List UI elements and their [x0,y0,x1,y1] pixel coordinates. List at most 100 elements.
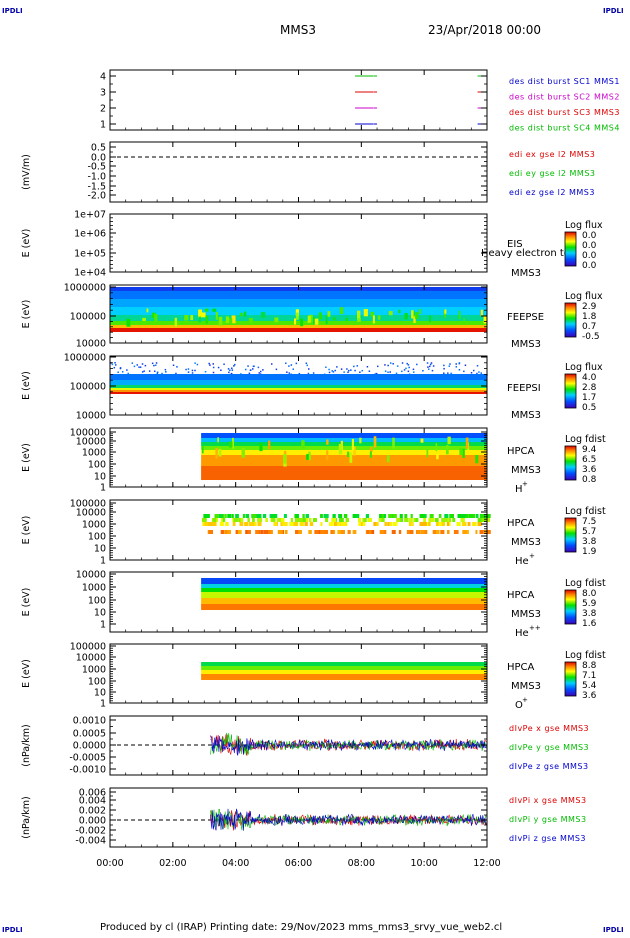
spectrogram-speck [309,314,313,322]
spectrogram-speck [444,309,447,314]
spectrogram-speck [214,514,220,518]
spectrogram-speck [448,518,452,522]
colorbar-tick-label: 7.5 [582,517,596,527]
x-tick-label: 04:00 [222,858,249,869]
spectrogram-speck [202,522,206,526]
spectrogram-speck [358,522,362,526]
spectrogram-speck [212,371,215,374]
spectrogram-speck [320,530,325,534]
spectrogram-speck [338,514,341,518]
spectrogram-speck [361,369,364,372]
spectrogram-speck [248,318,253,324]
spectrogram-speck [404,518,408,522]
spectrogram-speck [240,312,244,317]
spectrogram-speck [436,454,439,460]
spectrogram-speck [326,439,329,445]
spectrogram-speck [445,445,449,455]
spectrogram-speck [212,366,215,369]
panel-feepsi: E (eV) 1000000 100000 10000 FEEPSI MMS3 Log fl… [21,353,603,422]
spectrogram-speck [262,514,267,518]
spectrogram-speck [406,530,410,534]
panel-content-feepse [110,287,487,332]
spectrogram-speck [462,522,467,526]
spectrogram-speck [332,371,335,373]
spectrogram-speck [384,522,388,526]
spectrogram-speck [151,362,154,365]
spectrogram-speck [156,372,159,375]
spectrogram-speck [391,530,396,534]
spectrogram-speck [443,372,445,374]
spectrogram-speck [359,437,362,444]
legend-entry: dIvPi z gse MMS3 [509,834,586,843]
spectrogram-speck [204,522,209,526]
spacecraft-label: MMS3 [511,268,541,279]
colorbar [564,302,577,338]
spectrogram-speck [348,369,350,372]
spectrogram-speck [127,372,129,375]
panel-content-hpca_o [201,662,487,680]
colorbar-tick-label: 3.6 [582,465,597,475]
spectrogram-speck [379,530,385,534]
spectrogram-speck [475,530,478,534]
spectrogram-speck [485,514,491,518]
spectrogram-speck [398,530,402,534]
spectrogram-speck [411,522,414,526]
colorbar-tick-label: 5.4 [582,681,597,691]
spectrogram-band [110,299,487,307]
y-tick-label: -0.5 [87,162,106,173]
spectrogram-speck [476,365,479,367]
spectrogram-speck [475,514,479,518]
spectrogram-speck [113,366,116,369]
spectrogram-speck [481,518,487,522]
spectrogram-speck [449,363,451,365]
spectrogram-speck [429,363,432,366]
spectrogram-speck [370,447,373,452]
spectrogram-speck [231,437,234,449]
spectrogram-speck [249,369,252,371]
panel-dpi: (nPa/km) 0.0060.0040.0020.000-0.002-0.004… [21,787,586,848]
spectrogram-band [201,578,487,584]
panel-content-hpca_h [201,433,487,480]
spectrogram-speck [239,522,244,526]
y-tick-label: 10 [94,472,106,483]
spectrogram-speck [283,454,287,464]
spectrogram-speck [407,364,410,366]
y-axis-label: (nPa/km) [21,724,32,767]
y-tick-label: 100 [88,460,106,471]
spectrogram-speck [389,371,391,373]
spectrogram-speck [441,522,446,526]
spectrogram-speck [270,530,273,534]
spacecraft-label: MMS3 [511,410,541,421]
species-charge: + [522,696,528,704]
colorbar-tick-label: 1.7 [582,393,596,403]
spectrogram-speck [373,436,377,448]
spectrogram-speck [194,369,196,372]
spectrogram-speck [231,514,234,518]
legend-entry: des dist burst SC2 MMS2 [509,93,620,102]
spectrogram-speck [300,522,303,526]
spectrogram-speck [114,364,117,366]
spectrogram-speck [231,367,233,369]
spectrogram-speck [387,364,389,367]
spectrogram-speck [295,362,298,365]
y-tick-label: 4 [100,72,106,83]
spectrogram-speck [212,522,217,526]
header-date: 23/Apr/2018 00:00 [428,23,541,37]
colorbar-tick-label: 1.9 [582,547,597,557]
spectrogram-speck [455,363,457,365]
spectrogram-speck [225,522,229,526]
corner-logo-tr: IPDLI [603,7,624,15]
spectrogram-speck [395,372,398,375]
species-label: O [515,700,523,711]
spectrogram-speck [300,318,304,327]
y-tick-label: 0.0005 [73,729,106,740]
spectrogram-speck [367,530,371,534]
spectrogram-band [110,380,487,385]
y-axis-label: (mV/m) [21,154,32,190]
panel-feepse: E (eV) 1000000 100000 10000 FEEPSE MMS3 Log fl… [21,283,603,351]
spectrogram-speck [339,522,343,526]
spectrogram-speck [185,368,187,371]
legend-entry: edi ez gse l2 MMS3 [509,188,595,197]
spectrogram-speck [465,437,469,449]
spectrogram-speck [305,518,309,522]
